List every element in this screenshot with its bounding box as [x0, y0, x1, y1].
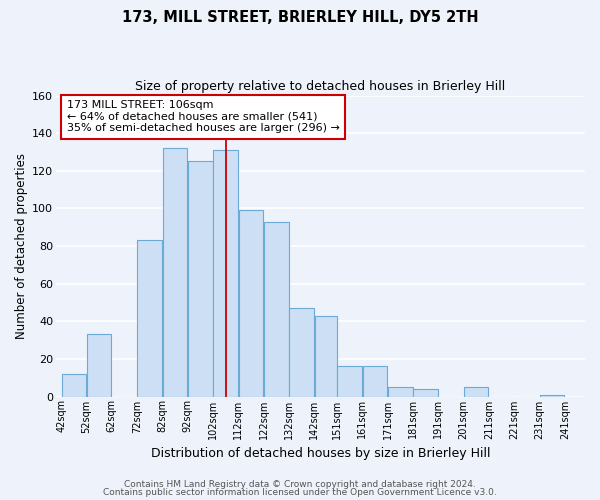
- Text: 173, MILL STREET, BRIERLEY HILL, DY5 2TH: 173, MILL STREET, BRIERLEY HILL, DY5 2TH: [122, 10, 478, 25]
- Bar: [264, 222, 289, 396]
- Bar: [87, 334, 112, 396]
- Bar: [314, 316, 337, 396]
- X-axis label: Distribution of detached houses by size in Brierley Hill: Distribution of detached houses by size …: [151, 447, 490, 460]
- Text: 173 MILL STREET: 106sqm
← 64% of detached houses are smaller (541)
35% of semi-d: 173 MILL STREET: 106sqm ← 64% of detache…: [67, 100, 340, 134]
- Bar: [464, 387, 488, 396]
- Bar: [362, 366, 387, 396]
- Bar: [289, 308, 314, 396]
- Bar: [214, 150, 238, 396]
- Text: Contains HM Land Registry data © Crown copyright and database right 2024.: Contains HM Land Registry data © Crown c…: [124, 480, 476, 489]
- Bar: [337, 366, 362, 396]
- Bar: [137, 240, 162, 396]
- Y-axis label: Number of detached properties: Number of detached properties: [15, 153, 28, 339]
- Bar: [163, 148, 187, 396]
- Bar: [239, 210, 263, 396]
- Bar: [62, 374, 86, 396]
- Title: Size of property relative to detached houses in Brierley Hill: Size of property relative to detached ho…: [136, 80, 506, 93]
- Bar: [540, 394, 565, 396]
- Bar: [388, 387, 413, 396]
- Bar: [413, 389, 438, 396]
- Text: Contains public sector information licensed under the Open Government Licence v3: Contains public sector information licen…: [103, 488, 497, 497]
- Bar: [188, 162, 212, 396]
